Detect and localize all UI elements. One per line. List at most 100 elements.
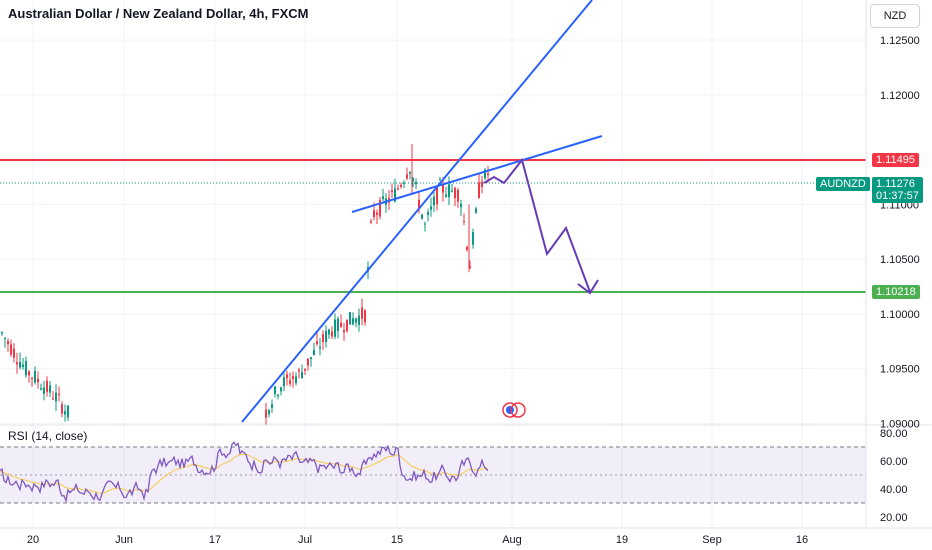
candle-body: [361, 307, 363, 319]
candle-body: [343, 330, 345, 333]
candle-body: [274, 386, 276, 394]
candle-body: [322, 334, 324, 343]
candle-body: [337, 318, 339, 332]
time-axis[interactable]: 20 Jun 17 Jul 15 Aug 19 Sep 16: [27, 534, 808, 546]
candle-body: [394, 188, 396, 202]
candle-body: [391, 190, 393, 192]
candle-body: [466, 246, 468, 250]
symbol-tag: AUDNZD: [816, 177, 870, 191]
flag-icon[interactable]: [502, 402, 526, 418]
candle-body: [61, 404, 63, 414]
price-tick-label: 1.10000: [880, 309, 920, 321]
candle-body: [403, 182, 405, 184]
candle-body: [13, 348, 15, 358]
price-tick-label: 1.09000: [880, 418, 920, 430]
currency-button[interactable]: NZD: [870, 4, 920, 28]
candle-body: [46, 380, 48, 392]
candle-body: [286, 374, 288, 379]
candle-body: [397, 188, 399, 190]
upper-trendline[interactable]: [351, 135, 603, 213]
time-tick-label: Jun: [115, 534, 133, 546]
candle-body: [31, 377, 33, 379]
candle-body: [358, 315, 360, 325]
candle-body: [325, 330, 327, 342]
price-axis[interactable]: 1.125001.120001.110001.105001.100001.095…: [880, 35, 920, 430]
candle-body: [349, 312, 351, 325]
candle-body: [7, 340, 9, 345]
candle-body: [28, 371, 30, 376]
candle-body: [424, 223, 426, 225]
candle-body: [484, 169, 486, 179]
candle-body: [352, 318, 354, 325]
steep-trendline[interactable]: [241, 0, 593, 423]
candle-body: [427, 212, 429, 215]
candle-body: [307, 358, 309, 366]
candle-body: [265, 409, 267, 418]
rsi-ma-line: [0, 453, 489, 495]
candle-body: [319, 346, 321, 349]
time-tick-label: 16: [796, 534, 808, 546]
candle-body: [52, 398, 54, 400]
time-tick-label: 17: [209, 534, 221, 546]
candle-body: [472, 232, 474, 245]
rsi-line: [0, 441, 489, 504]
rsi-tick-label: 20.00: [880, 512, 908, 524]
candle-body: [16, 362, 18, 365]
candle-body: [268, 410, 270, 415]
candle-body: [271, 404, 273, 408]
candle-body: [421, 214, 423, 219]
candle-body: [295, 376, 297, 384]
candle-body: [475, 208, 477, 213]
rsi-tick-label: 80.00: [880, 428, 908, 440]
candle-body: [298, 369, 300, 372]
candlestick-series: [1, 144, 489, 425]
last-price-tag: 1.11276 01:37:57: [872, 177, 923, 203]
rsi-label: RSI (14, close): [8, 429, 88, 443]
candle-body: [436, 187, 438, 205]
candle-body: [448, 184, 450, 198]
candle-body: [430, 206, 432, 210]
candle-body: [406, 174, 408, 179]
candle-body: [277, 395, 279, 397]
projection-path[interactable]: [483, 157, 591, 293]
candle-body: [22, 364, 24, 367]
candle-body: [25, 361, 27, 376]
candle-body: [469, 266, 471, 269]
candle-body: [364, 310, 366, 323]
candle-body: [10, 344, 12, 355]
candle-body: [355, 318, 357, 323]
candle-body: [34, 371, 36, 383]
candle-body: [37, 378, 39, 383]
candle-body: [316, 341, 318, 345]
candle-body: [19, 361, 21, 368]
candle-body: [463, 220, 465, 222]
candle-body: [304, 368, 306, 371]
time-tick-label: 15: [391, 534, 403, 546]
candle-body: [310, 357, 312, 360]
candle-body: [49, 385, 51, 393]
time-tick-label: 19: [616, 534, 628, 546]
candle-body: [382, 196, 384, 200]
candle-body: [40, 388, 42, 390]
candle-body: [451, 190, 453, 192]
candle-body: [292, 375, 294, 380]
candle-body: [346, 319, 348, 331]
candle-body: [64, 411, 66, 415]
grid-lines: [0, 0, 866, 528]
projection-arrowhead: [577, 279, 599, 295]
candle-body: [67, 405, 69, 418]
candle-body: [487, 173, 489, 176]
candle-body: [478, 182, 480, 198]
candle-body: [400, 184, 402, 187]
price-tick-label: 1.10500: [880, 254, 920, 266]
candle-body: [376, 212, 378, 215]
rsi-axis[interactable]: 80.00 60.00 40.00 20.00: [880, 428, 908, 524]
candle-body: [331, 331, 333, 337]
time-tick-label: Sep: [702, 534, 722, 546]
price-tick-label: 1.12000: [880, 90, 920, 102]
support-price-tag: 1.10218: [872, 285, 920, 299]
candle-body: [370, 221, 372, 223]
last-price-value: 1.11276: [876, 178, 915, 190]
candle-body: [433, 196, 435, 206]
